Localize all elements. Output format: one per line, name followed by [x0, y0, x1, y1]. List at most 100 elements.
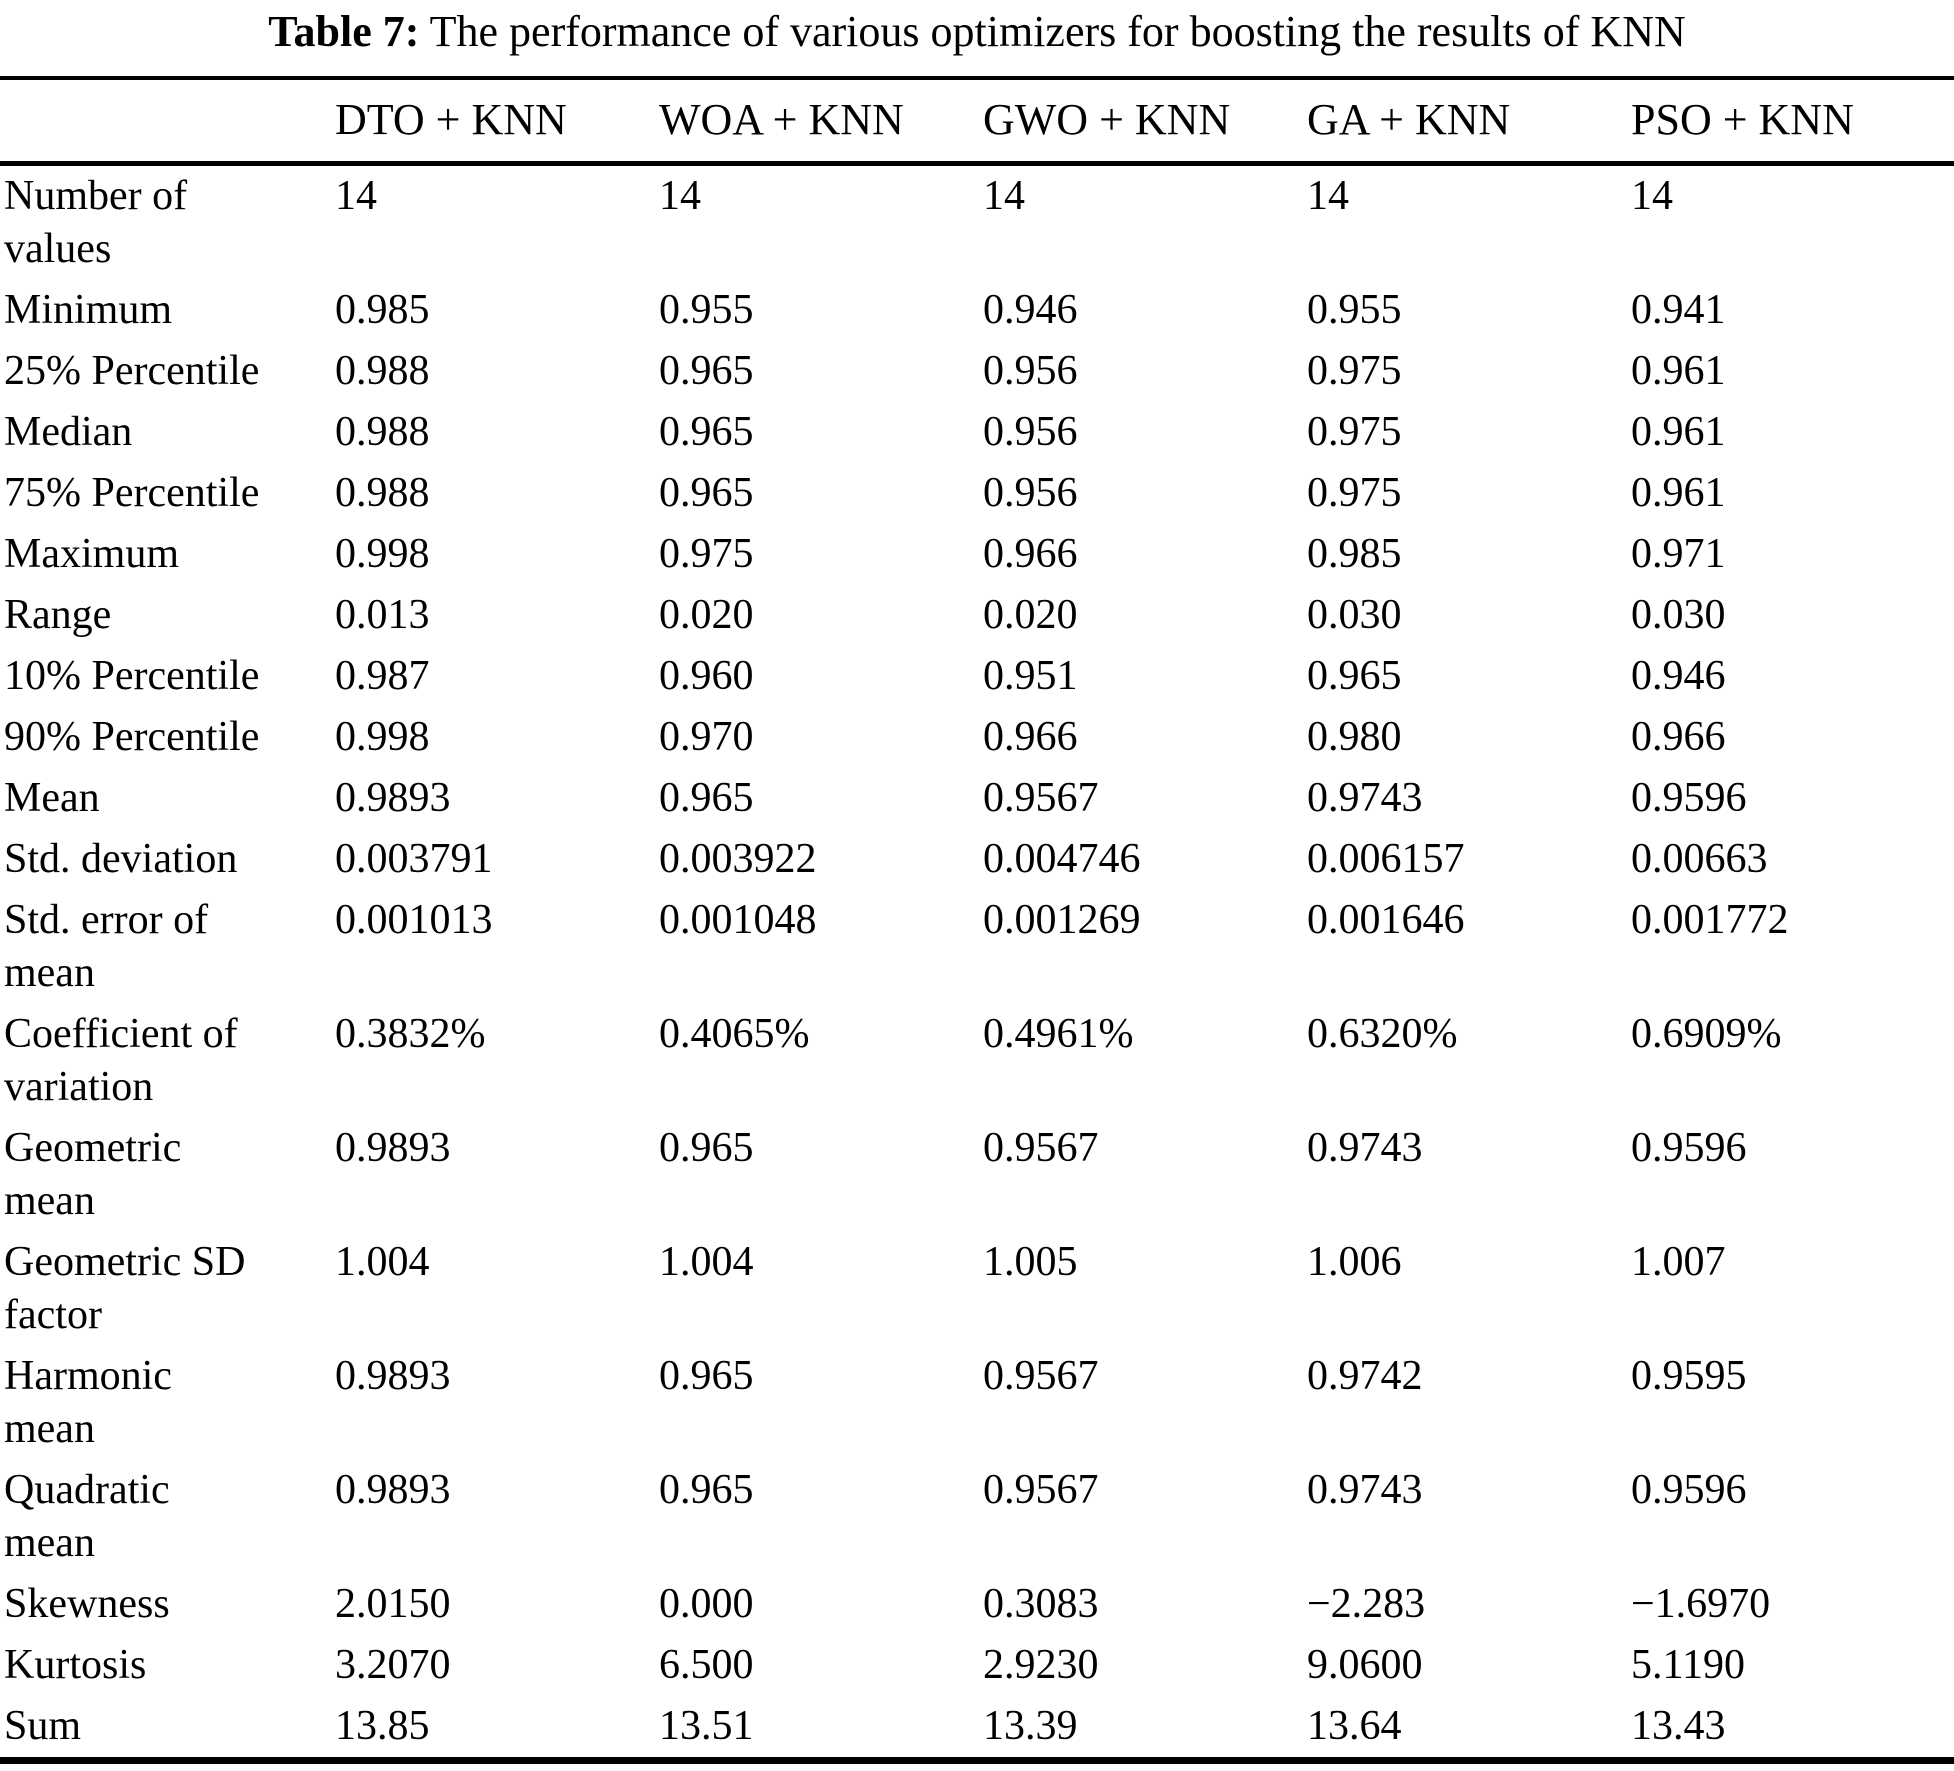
table-row: 10% Percentile 0.987 0.960 0.951 0.965 0.946	[0, 646, 1954, 707]
table-cell: 0.9743	[1307, 1125, 1423, 1171]
table-row: Std. error of mean 0.001013 0.001048 0.0012…	[0, 890, 1954, 1004]
row-label: Geometric mean	[4, 1125, 182, 1224]
table-cell: 0.956	[983, 348, 1078, 394]
table-cell: 0.001013	[335, 897, 493, 943]
table-caption-number: Table 7:	[268, 7, 420, 56]
row-label: 25% Percentile	[4, 348, 260, 394]
row-label: Maximum	[4, 531, 179, 577]
table-cell: 0.9596	[1631, 775, 1747, 821]
table-row: Quadratic mean 0.9893 0.965 0.9567 0.9743 0.9…	[0, 1460, 1954, 1574]
table-cell: 0.956	[983, 409, 1078, 455]
table-cell: 0.001269	[983, 897, 1141, 943]
table-cell: 0.6320%	[1307, 1011, 1458, 1057]
stats-table: DTO + KNN WOA + KNN GWO + KNN GA + KNN P…	[0, 76, 1954, 1764]
table-row: Sum 13.85 13.51 13.39 13.64 13.43	[0, 1696, 1954, 1761]
table-row: 25% Percentile 0.988 0.965 0.956 0.975 0.961	[0, 341, 1954, 402]
table-cell: 0.951	[983, 653, 1078, 699]
table-cell: 0.956	[983, 470, 1078, 516]
column-header-dto-knn: DTO + KNN	[335, 78, 659, 166]
table-cell: 0.965	[659, 470, 754, 516]
table-cell: 0.975	[659, 531, 754, 577]
row-label: Geometric SD factor	[4, 1239, 246, 1338]
table-cell: 0.3832%	[335, 1011, 486, 1057]
table-cell: 0.971	[1631, 531, 1726, 577]
table-cell: 14	[335, 173, 377, 219]
table-cell: −1.6970	[1631, 1581, 1771, 1627]
column-header-woa-knn: WOA + KNN	[659, 78, 983, 166]
table-cell: 0.004746	[983, 836, 1141, 882]
table-cell: 0.966	[983, 714, 1078, 760]
table-cell: 1.005	[983, 1239, 1078, 1285]
row-label: Range	[4, 592, 112, 638]
table-cell: 0.9742	[1307, 1353, 1423, 1399]
table-cell: 14	[1631, 173, 1673, 219]
table-cell: 1.007	[1631, 1239, 1726, 1285]
table-cell: 14	[659, 173, 701, 219]
table-cell: 14	[983, 173, 1025, 219]
table-cell: 0.9567	[983, 1125, 1099, 1171]
table-cell: 0.001646	[1307, 897, 1465, 943]
table-cell: 0.988	[335, 470, 430, 516]
table-cell: 0.9596	[1631, 1125, 1747, 1171]
table-cell: 0.4065%	[659, 1011, 810, 1057]
table-row: 90% Percentile 0.998 0.970 0.966 0.980 0.966	[0, 707, 1954, 768]
table-cell: 0.001048	[659, 897, 817, 943]
column-header-ga-knn: GA + KNN	[1307, 78, 1631, 166]
table-caption-text: The performance of various optimizers fo…	[419, 7, 1686, 56]
table-cell: 13.51	[659, 1703, 754, 1749]
table-cell: 0.9893	[335, 775, 451, 821]
table-cell: 0.9893	[335, 1353, 451, 1399]
table-cell: 0.970	[659, 714, 754, 760]
table-cell: 0.998	[335, 714, 430, 760]
table-cell: 13.39	[983, 1703, 1078, 1749]
table-cell: 0.961	[1631, 409, 1726, 455]
table-cell: 0.006157	[1307, 836, 1465, 882]
table-cell: 1.006	[1307, 1239, 1402, 1285]
table-cell: 0.965	[659, 1353, 754, 1399]
table-cell: 14	[1307, 173, 1349, 219]
table-cell: 0.965	[659, 348, 754, 394]
row-label: Minimum	[4, 287, 173, 333]
table-cell: 0.9567	[983, 775, 1099, 821]
row-label: Quadratic mean	[4, 1467, 170, 1566]
table-row: Maximum 0.998 0.975 0.966 0.985 0.971	[0, 524, 1954, 585]
table-cell: 0.965	[659, 1467, 754, 1513]
table-cell: 3.2070	[335, 1642, 451, 1688]
row-label: Std. deviation	[4, 836, 238, 882]
table-row: Geometric mean 0.9893 0.965 0.9567 0.9743 0.9…	[0, 1118, 1954, 1232]
table-cell: 2.0150	[335, 1581, 451, 1627]
stats-table-body: Number of values 14 14 14 14 14 Minimum 0.985 0.…	[0, 164, 1954, 1761]
table-cell: 0.966	[1631, 714, 1726, 760]
table-cell: 13.43	[1631, 1703, 1726, 1749]
table-row: Harmonic mean 0.9893 0.965 0.9567 0.9742 0.95…	[0, 1346, 1954, 1460]
table-cell: 0.975	[1307, 470, 1402, 516]
table-row: Number of values 14 14 14 14 14	[0, 164, 1954, 281]
table-row: Range 0.013 0.020 0.020 0.030 0.030	[0, 585, 1954, 646]
table-row: Skewness 2.0150 0.000 0.3083 −2.283 −1.6970	[0, 1574, 1954, 1635]
header-row: DTO + KNN WOA + KNN GWO + KNN GA + KNN P…	[0, 78, 1954, 166]
table-cell: 0.965	[1307, 653, 1402, 699]
table-cell: 0.6909%	[1631, 1011, 1782, 1057]
table-caption: Table 7: The performance of various opti…	[0, 0, 1954, 60]
table-cell: 0.9567	[983, 1353, 1099, 1399]
table-cell: 0.965	[659, 409, 754, 455]
column-header-gwo-knn: GWO + KNN	[983, 78, 1307, 166]
table-cell: 0.980	[1307, 714, 1402, 760]
row-label: Mean	[4, 775, 100, 821]
table-row: Mean 0.9893 0.965 0.9567 0.9743 0.9596	[0, 768, 1954, 829]
table-cell: 0.9893	[335, 1125, 451, 1171]
table-cell: 5.1190	[1631, 1642, 1745, 1688]
table-row: Median 0.988 0.965 0.956 0.975 0.961	[0, 402, 1954, 463]
table-cell: 0.975	[1307, 409, 1402, 455]
row-label: Coefficient of variation	[4, 1011, 238, 1110]
table-cell: 0.9595	[1631, 1353, 1747, 1399]
table-cell: 1.004	[659, 1239, 754, 1285]
table-cell: 0.941	[1631, 287, 1726, 333]
table-cell: 13.64	[1307, 1703, 1402, 1749]
table-row: Minimum 0.985 0.955 0.946 0.955 0.941	[0, 280, 1954, 341]
table-cell: 13.85	[335, 1703, 430, 1749]
row-label: Harmonic mean	[4, 1353, 172, 1452]
table-row: 75% Percentile 0.988 0.965 0.956 0.975 0.961	[0, 463, 1954, 524]
table-cell: 0.966	[983, 531, 1078, 577]
table-cell: 0.020	[983, 592, 1078, 638]
